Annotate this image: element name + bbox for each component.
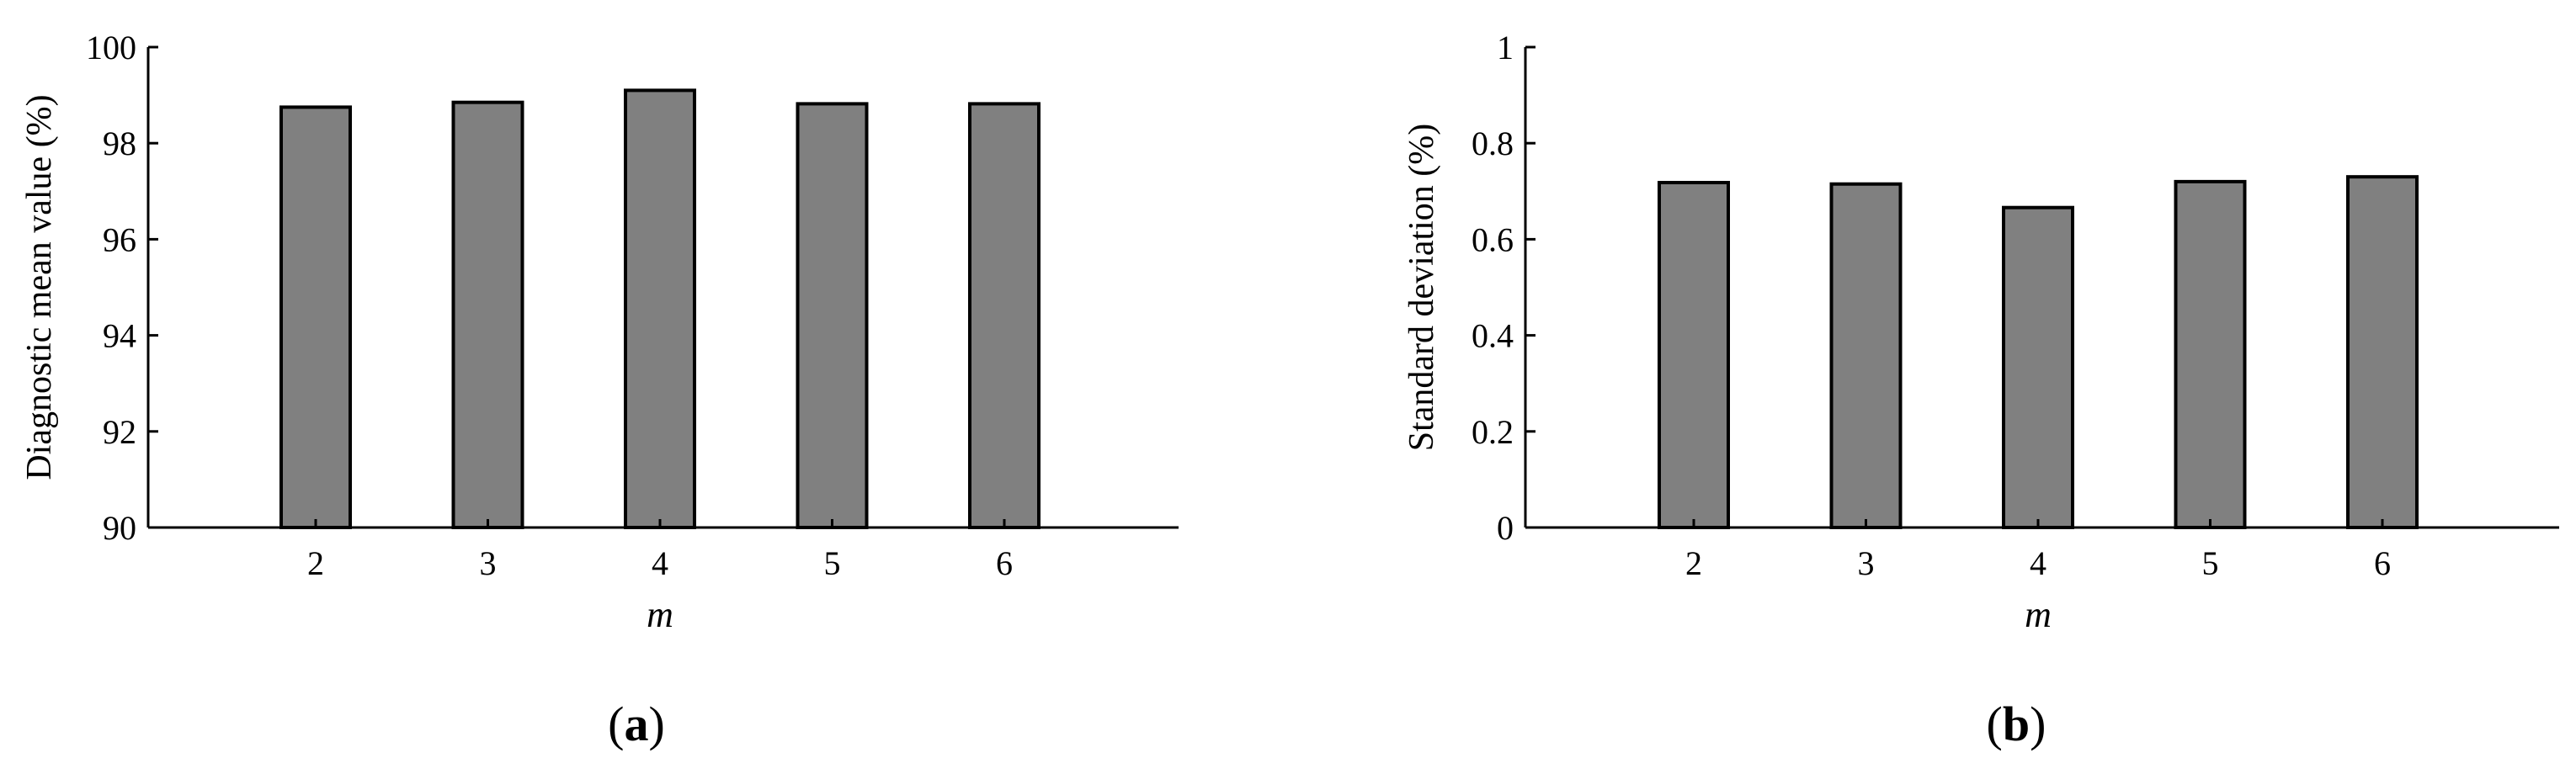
chart-panel-a: 90 92 94 96 98 100 2 3 4 5 6 m Diagnostic mean value…	[20, 29, 1179, 751]
panel-letter: a	[625, 697, 649, 751]
bar-2	[279, 105, 352, 529]
bar-4	[624, 88, 696, 529]
y-tick-label: 94	[103, 317, 136, 355]
panel-label: (b)	[1987, 697, 2046, 751]
x-tick-label: 2	[307, 544, 324, 582]
x-tick-label: 6	[996, 544, 1013, 582]
y-tick-label: 90	[103, 509, 136, 547]
bar-6	[2346, 175, 2419, 529]
panel-letter: b	[2003, 697, 2030, 751]
y-tick-label: 1	[1497, 29, 1514, 66]
x-tick-label: 2	[1685, 544, 1702, 582]
y-tick-label: 0.4	[1472, 317, 1514, 355]
y-tick-label: 0.8	[1472, 125, 1514, 162]
x-tick-label: 4	[2030, 544, 2046, 582]
bar-4	[2002, 205, 2074, 530]
x-axis-title: m	[2025, 594, 2052, 635]
bar-5	[796, 102, 869, 530]
y-tick-label: 100	[86, 29, 136, 66]
y-tick-label: 0.2	[1472, 413, 1514, 451]
x-tick-label: 3	[1858, 544, 1875, 582]
x-axis-title: m	[647, 594, 673, 635]
y-tick-label: 0	[1497, 509, 1514, 547]
y-tick-label: 96	[103, 220, 136, 258]
x-tick-label: 5	[824, 544, 841, 582]
chart-panel-b: 0 0.2 0.4 0.6 0.8 1 2 3 4 5 6 m Standard deviation (…	[1402, 29, 2559, 751]
x-tick-label: 3	[480, 544, 497, 582]
y-tick-label: 98	[103, 125, 136, 162]
y-tick-label: 92	[103, 413, 136, 451]
bar-6	[968, 102, 1041, 530]
panel-label: (a)	[608, 697, 665, 751]
y-tick-label: 0.6	[1472, 220, 1514, 258]
bar-5	[2174, 179, 2247, 529]
bar-3	[451, 100, 524, 529]
bar-2	[1658, 181, 1730, 529]
x-tick-label: 6	[2374, 544, 2391, 582]
x-tick-label: 5	[2202, 544, 2219, 582]
y-axis-title: Diagnostic mean value (%)	[20, 94, 59, 480]
bar-3	[1829, 182, 1903, 530]
y-axis-title: Standard deviation (%)	[1402, 124, 1441, 452]
x-tick-label: 4	[652, 544, 668, 582]
